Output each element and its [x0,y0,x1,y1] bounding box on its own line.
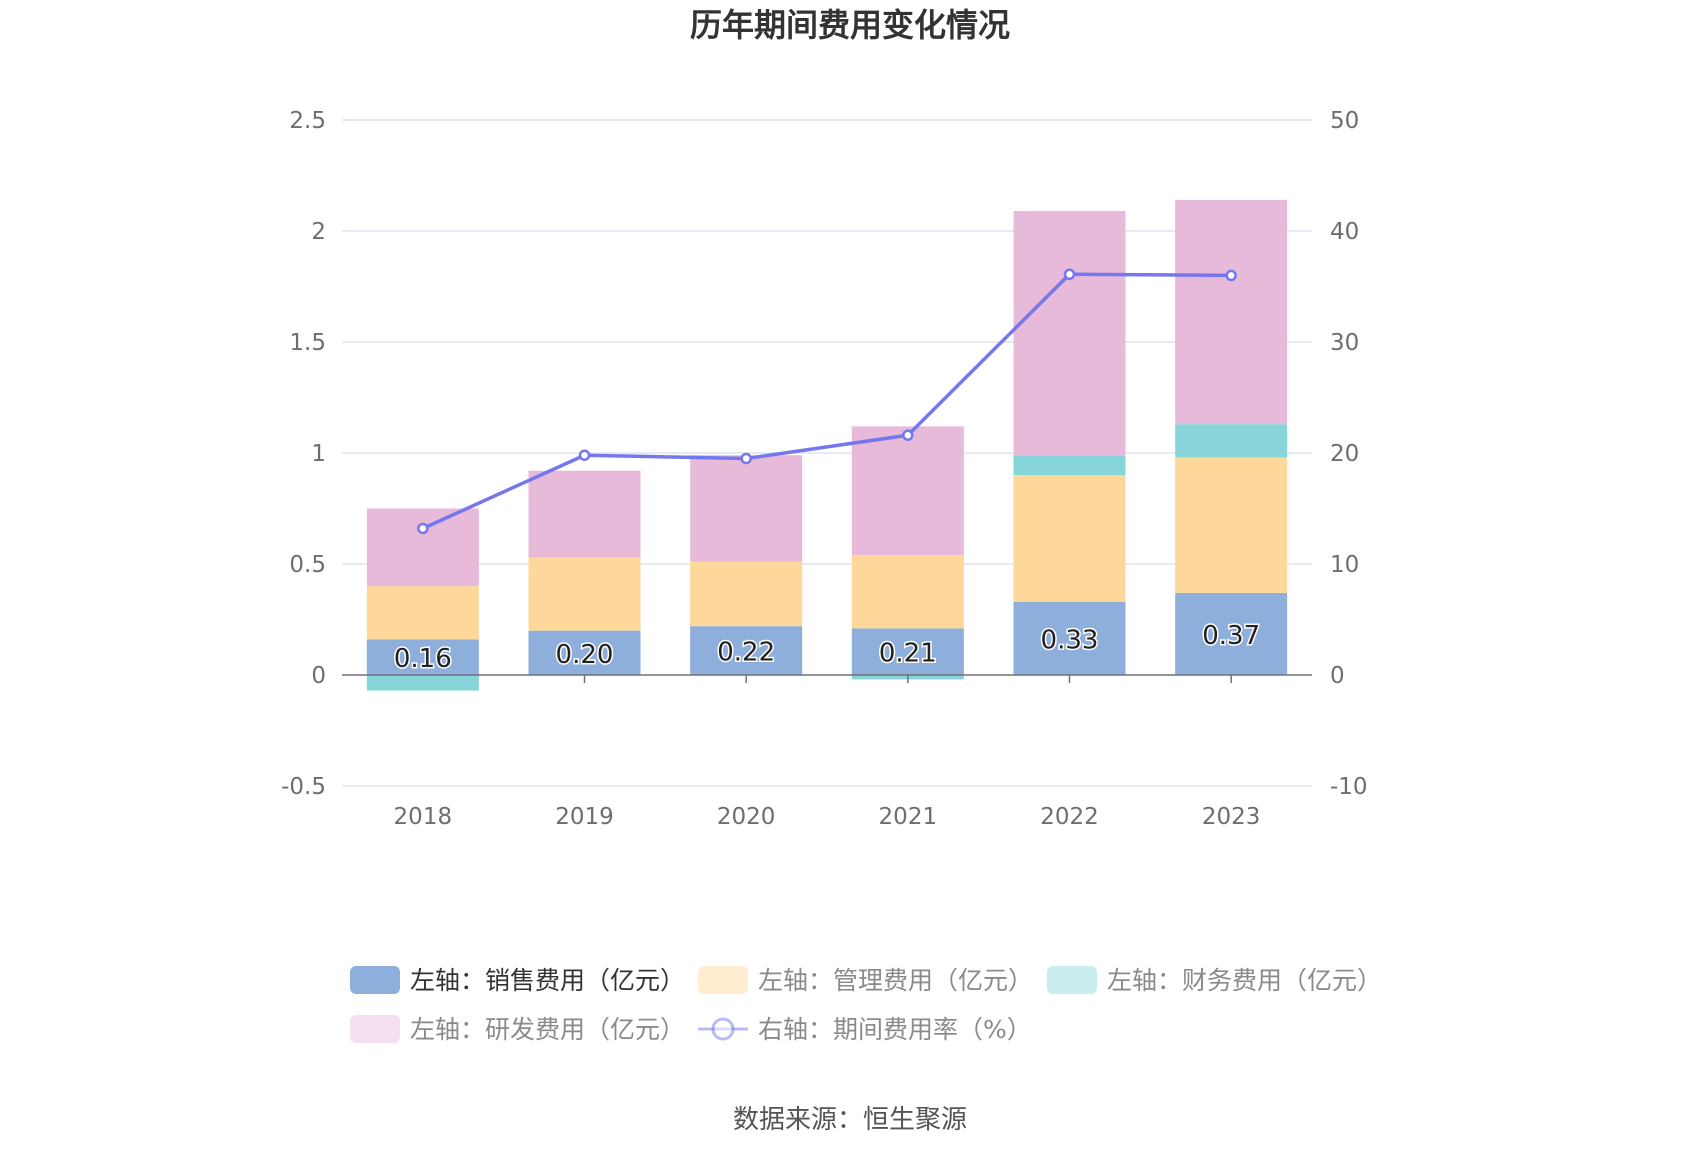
right-tick-label: 0 [1330,663,1345,689]
x-tick-label: 2021 [879,804,938,830]
x-tick-label: 2022 [1040,804,1099,830]
source-label: 数据来源：恒生聚源 [733,1105,967,1135]
bar-admin [851,555,964,629]
right-tick-label: 20 [1330,441,1359,467]
line-series [417,268,1237,535]
left-tick-label: -0.5 [281,774,326,800]
bar-series [366,199,1288,691]
rate-point [417,522,429,535]
data-label: 0.20 [556,640,614,670]
x-axis-labels: 2018 2019 2020 2021 2022 2023 [394,804,1261,830]
chart-title: 历年期间费用变化情况 [690,6,1010,44]
right-tick-label: 10 [1330,552,1359,578]
bar-admin [528,557,641,631]
bar-rnd [851,426,964,556]
legend-label: 左轴：财务费用（亿元） [1107,966,1382,995]
bar-finance [1013,455,1126,476]
right-tick-label: 30 [1330,330,1359,356]
bar-rnd [528,470,641,558]
legend-label: 左轴：管理费用（亿元） [758,966,1033,995]
x-tick-label: 2018 [394,804,453,830]
bar-finance [366,675,479,691]
legend-item-rate: 右轴：期间费用率（%） [698,1015,1032,1044]
legend-item-rnd: 左轴：研发费用（亿元） [350,1015,685,1044]
grid-lines [342,119,1312,787]
bar-sales [366,639,479,675]
bar-sales [528,630,641,675]
left-tick-label: 0.5 [289,552,326,578]
legend-item-sales: 左轴：销售费用（亿元） [350,966,685,995]
rate-point [740,452,752,465]
bar-rnd [1013,211,1126,456]
x-tick-label: 2020 [717,804,776,830]
bar-admin [690,561,803,627]
right-tick-label: -10 [1330,774,1368,800]
x-tick-label: 2019 [555,804,614,830]
bar-sales [690,626,803,675]
x-axis [342,674,1312,683]
bar-sales [1175,592,1288,675]
left-tick-label: 1 [311,441,326,467]
data-label: 0.22 [717,638,775,668]
left-tick-label: 2.5 [289,108,326,134]
bar-admin [366,586,479,640]
bar-rnd [1175,199,1288,425]
right-tick-label: 40 [1330,219,1359,245]
legend-swatch [1047,966,1097,994]
legend-label: 左轴：销售费用（亿元） [410,966,685,995]
left-tick-label: 2 [311,219,326,245]
legend-label: 左轴：研发费用（亿元） [410,1015,685,1044]
bar-finance [1175,424,1288,458]
rate-point [1063,268,1076,281]
legend-swatch [350,966,400,994]
legend-label: 右轴：期间费用率（%） [758,1015,1032,1044]
rate-point [578,449,591,461]
right-axis-ticks: 50 40 30 20 10 0 -10 [1330,108,1368,800]
bar-sales [851,628,964,675]
data-label: 0.37 [1202,621,1260,651]
bar-rnd [366,508,479,587]
legend-item-finance: 左轴：财务费用（亿元） [1047,966,1382,995]
bar-sales [1013,601,1126,675]
right-tick-label: 50 [1330,108,1359,134]
legend: 左轴：销售费用（亿元） 左轴：管理费用（亿元） 左轴：财务费用（亿元） 左轴：研发费用… [350,966,1382,1044]
legend-swatch [698,966,748,994]
rate-point [1225,269,1237,282]
rate-line [422,272,1232,531]
bar-admin [1013,475,1126,602]
rate-point [902,429,914,441]
legend-item-admin: 左轴：管理费用（亿元） [698,966,1033,995]
left-tick-label: 0 [311,663,326,689]
data-labels: 0.16 0.20 0.22 0.21 0.33 0.37 [392,619,1261,675]
left-tick-label: 1.5 [289,330,326,356]
data-label: 0.21 [879,639,937,669]
data-label: 0.33 [1041,625,1099,655]
x-tick-label: 2023 [1202,804,1261,830]
data-label: 0.16 [394,644,452,674]
bar-rnd [690,455,803,562]
legend-circle-swatch [711,1017,735,1041]
bar-admin [1175,457,1288,593]
left-axis-ticks: 2.5 2 1.5 1 0.5 0 -0.5 [281,108,326,800]
legend-swatch [350,1015,400,1043]
